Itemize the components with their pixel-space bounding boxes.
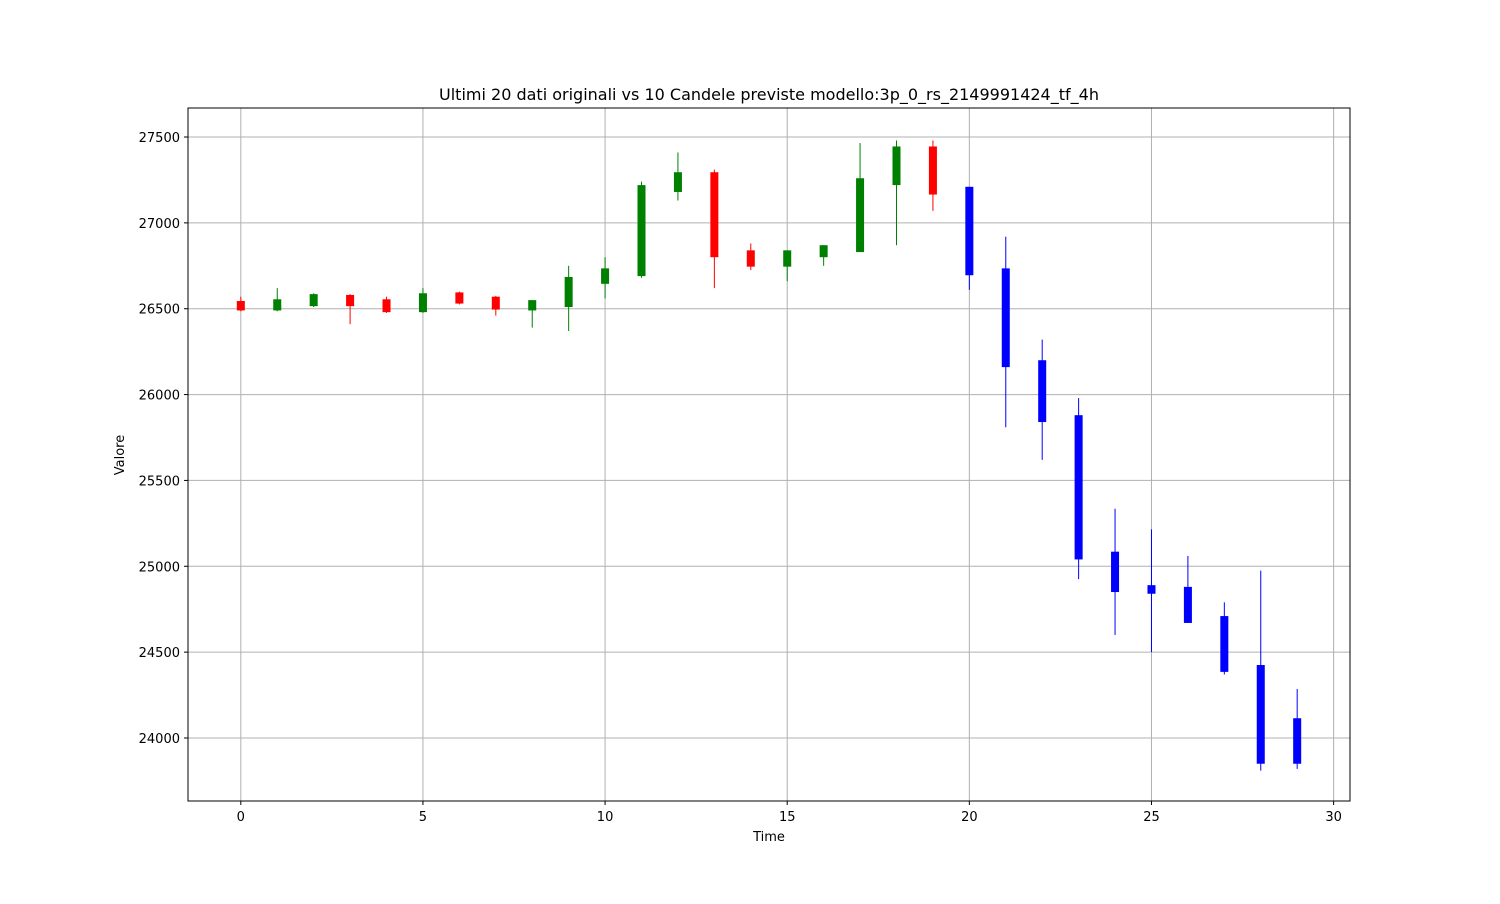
candle-body <box>455 292 464 304</box>
candle-body <box>273 299 282 311</box>
candle-body <box>783 250 792 267</box>
x-axis-label: Time <box>752 830 785 845</box>
candle-body <box>928 146 937 195</box>
x-tick-label: 10 <box>597 810 614 825</box>
y-tick-label: 24000 <box>139 732 180 747</box>
y-tick-label: 24500 <box>139 646 180 661</box>
candle-body <box>236 300 245 311</box>
candle-body <box>1220 616 1229 672</box>
y-tick-label: 26500 <box>139 303 180 318</box>
x-tick-label: 0 <box>237 810 245 825</box>
y-tick-label: 25500 <box>139 474 180 489</box>
y-tick-label: 25000 <box>139 560 180 575</box>
x-tick-label: 20 <box>961 810 978 825</box>
candle-body <box>892 146 901 186</box>
candle-body <box>309 294 318 307</box>
candle-body <box>1183 586 1192 623</box>
candle-body <box>382 299 391 313</box>
candle-body <box>965 186 974 276</box>
candle-body <box>1038 360 1047 423</box>
y-axis-label: Valore <box>113 435 128 475</box>
y-tick-label: 27500 <box>139 131 180 146</box>
x-tick-label: 30 <box>1325 810 1342 825</box>
candle-body <box>346 294 355 307</box>
candle-body <box>1074 415 1083 560</box>
x-tick-label: 5 <box>419 810 427 825</box>
candle-body <box>673 172 682 192</box>
candle-body <box>1293 718 1302 764</box>
candle-body <box>710 172 719 258</box>
candle-body <box>418 293 427 313</box>
y-tick-label: 26000 <box>139 389 180 404</box>
candle-body <box>856 178 865 253</box>
candle-body <box>601 268 610 284</box>
candle-body <box>1147 585 1156 594</box>
y-tick-label: 27000 <box>139 217 180 232</box>
candle-body <box>1001 268 1010 368</box>
candle-body <box>746 250 755 267</box>
x-tick-label: 25 <box>1143 810 1160 825</box>
candle-body <box>819 245 828 258</box>
candle-body <box>1256 665 1265 764</box>
candle-body <box>1111 551 1120 593</box>
plot-frame <box>187 107 1351 802</box>
candle-body <box>528 300 537 311</box>
candle-body <box>491 296 500 310</box>
candle-body <box>637 185 646 277</box>
candle-body <box>564 276 573 308</box>
x-tick-label: 15 <box>779 810 796 825</box>
chart-title: Ultimi 20 dati originali vs 10 Candele p… <box>439 85 1099 105</box>
